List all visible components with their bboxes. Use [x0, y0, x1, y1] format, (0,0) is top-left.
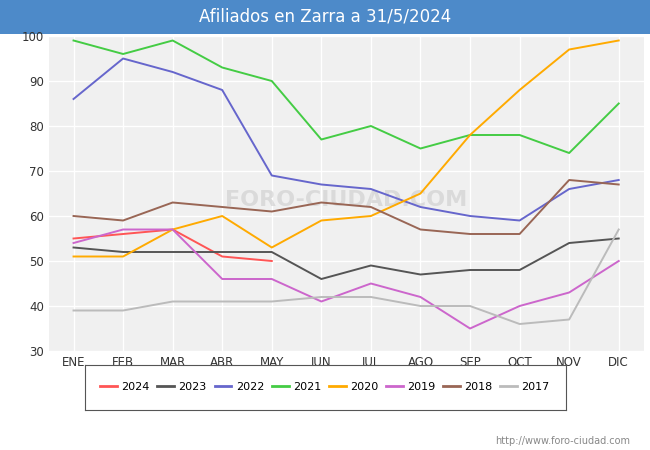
Legend: 2024, 2023, 2022, 2021, 2020, 2019, 2018, 2017: 2024, 2023, 2022, 2021, 2020, 2019, 2018… [96, 378, 554, 396]
Text: http://www.foro-ciudad.com: http://www.foro-ciudad.com [495, 436, 630, 446]
Text: Afiliados en Zarra a 31/5/2024: Afiliados en Zarra a 31/5/2024 [199, 8, 451, 26]
Text: FORO-CIUDAD.COM: FORO-CIUDAD.COM [225, 190, 467, 210]
